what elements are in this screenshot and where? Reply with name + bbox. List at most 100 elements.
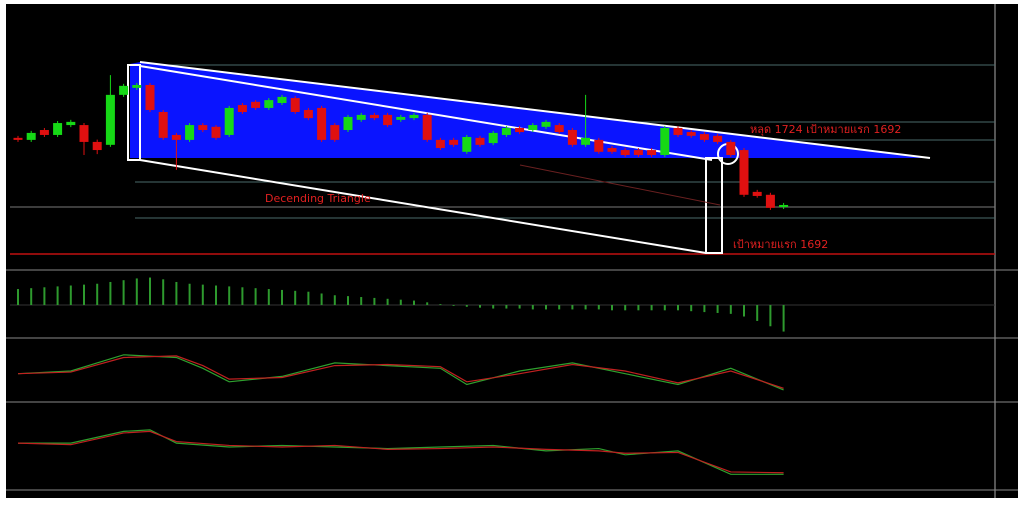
histogram-bar xyxy=(56,286,59,305)
candle-body xyxy=(211,126,221,138)
candle-body xyxy=(132,84,142,88)
histogram-bar xyxy=(201,284,204,305)
candle-body xyxy=(686,132,696,136)
candle-body xyxy=(435,139,445,149)
histogram-bar xyxy=(743,305,745,317)
candle-body xyxy=(119,85,129,95)
candle-body xyxy=(594,139,604,152)
histogram-bar xyxy=(465,305,468,307)
candle-body xyxy=(13,137,23,140)
candle-body xyxy=(383,114,393,126)
histogram-bar xyxy=(215,285,217,305)
histogram-bar xyxy=(518,305,521,309)
histogram-bar xyxy=(479,305,481,308)
candle-body xyxy=(647,150,657,155)
candle-body xyxy=(673,127,683,135)
outline-line xyxy=(139,65,713,161)
histogram-bar xyxy=(426,302,429,305)
histogram-bar xyxy=(175,281,178,305)
candle-body xyxy=(92,141,102,151)
candle-body xyxy=(633,150,643,155)
candle-body xyxy=(330,125,340,140)
histogram-bar xyxy=(347,296,349,305)
candle-body xyxy=(541,121,551,127)
histogram-bar xyxy=(69,285,72,305)
candle-body xyxy=(224,107,234,135)
histogram-bar xyxy=(597,305,600,310)
candle-body xyxy=(409,114,419,119)
histogram-bar xyxy=(399,299,402,305)
candle-body xyxy=(765,194,775,208)
trend-line xyxy=(519,164,721,206)
candle-body xyxy=(290,98,300,112)
histogram-bar xyxy=(17,289,19,305)
histogram-bar xyxy=(663,305,666,311)
candle-body xyxy=(488,132,498,144)
histogram-bar xyxy=(254,288,257,305)
histogram-bar xyxy=(386,298,389,305)
histogram-bar xyxy=(122,280,125,305)
histogram-bar xyxy=(373,297,376,305)
histogram-bar xyxy=(188,283,191,305)
histogram-bar xyxy=(43,287,46,305)
target-label: เป้าหมายแรก 1692 xyxy=(733,238,828,251)
histogram-bar xyxy=(756,305,759,321)
candle-body xyxy=(79,125,89,142)
candle-body xyxy=(356,114,366,120)
candle-body xyxy=(303,109,313,119)
break-label: หลุด 1724 เป้าหมายแรก 1692 xyxy=(750,123,901,136)
candle-body xyxy=(317,107,327,140)
candle-body xyxy=(105,94,115,145)
candle-body xyxy=(66,121,76,126)
candle-body xyxy=(501,127,511,135)
histogram-bar xyxy=(30,288,33,305)
histogram-bar xyxy=(294,290,297,305)
candle-body xyxy=(528,125,538,131)
candle-body xyxy=(422,114,432,140)
histogram-bar xyxy=(96,283,99,305)
candle-body xyxy=(396,116,406,120)
candle-body xyxy=(53,123,63,135)
histogram-bar xyxy=(439,304,442,305)
histogram-bar xyxy=(558,305,561,310)
candle-body xyxy=(607,148,617,152)
histogram-bar xyxy=(571,305,574,310)
candle-body xyxy=(739,150,749,195)
candle-body xyxy=(581,137,591,145)
pattern-label: Decending Triangle xyxy=(265,192,371,205)
outline-rect xyxy=(705,157,723,254)
histogram-bar xyxy=(611,305,613,311)
histogram-bar xyxy=(677,305,679,311)
candle-body xyxy=(264,100,274,108)
histogram-bar xyxy=(637,305,640,311)
histogram-bar xyxy=(769,305,772,327)
histogram-bar xyxy=(149,277,151,305)
candle-body xyxy=(158,112,168,138)
candle-body xyxy=(660,127,670,155)
histogram-bar xyxy=(267,289,270,305)
candle-body xyxy=(39,130,49,135)
histogram-bar xyxy=(729,305,732,314)
candle-body xyxy=(277,96,287,103)
histogram-bar xyxy=(716,305,719,313)
histogram-bar xyxy=(650,305,653,311)
histogram-bar xyxy=(162,279,165,305)
candle-body xyxy=(620,150,630,155)
candle-body xyxy=(145,84,155,110)
candle-body xyxy=(713,135,723,142)
outline-line xyxy=(139,159,707,254)
candle-body xyxy=(475,137,485,145)
candle-body xyxy=(449,139,459,145)
candle-body xyxy=(752,191,762,196)
histogram-bar xyxy=(782,305,785,332)
candle-body xyxy=(369,114,379,119)
candle-body xyxy=(251,101,261,108)
histogram-bar xyxy=(505,305,508,309)
histogram-bar xyxy=(452,305,455,306)
indicator-line xyxy=(17,430,784,474)
candle-body xyxy=(779,204,789,207)
histogram-bar xyxy=(413,300,415,305)
candle-body xyxy=(171,134,181,140)
